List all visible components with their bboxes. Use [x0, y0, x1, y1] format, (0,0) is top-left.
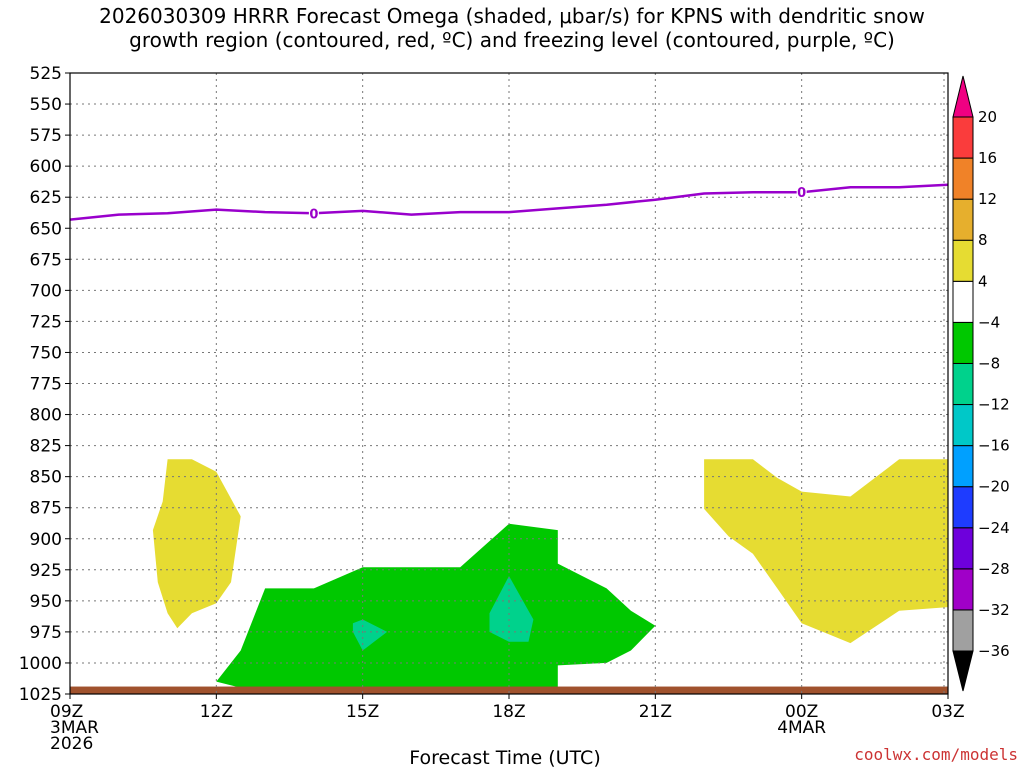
y-tick-label-625: 625 — [30, 188, 62, 208]
omega-region-3 — [352, 619, 388, 651]
colorbar-arrow-high — [952, 75, 974, 118]
colorbar-box-2 — [952, 527, 974, 570]
y-tick-label-925: 925 — [30, 561, 62, 581]
colorbar-label-10: 8 — [978, 231, 988, 249]
y-tick-label-600: 600 — [30, 157, 62, 177]
y-tick-label-900: 900 — [30, 530, 62, 550]
x-tick-label-18-0: 03Z — [931, 702, 964, 722]
y-tick-label-950: 950 — [30, 592, 62, 612]
colorbar-label-0: −36 — [978, 642, 1010, 660]
omega-region-2 — [216, 523, 656, 688]
colorbar-label-12: 16 — [978, 149, 997, 167]
colorbar-box-6 — [952, 362, 974, 406]
colorbar-label-8: −4 — [978, 313, 1000, 331]
y-tick-label-525: 525 — [30, 64, 62, 84]
colorbar-box-5 — [952, 404, 974, 447]
y-tick-label-550: 550 — [30, 95, 62, 115]
terrain-fill — [70, 686, 948, 694]
y-tick-label-875: 875 — [30, 499, 62, 519]
x-tick-label-15-1: 4MAR — [777, 718, 826, 738]
y-tick-label-975: 975 — [30, 623, 62, 643]
y-axis-ticks: 525 550 575 600 625 650 675 700 725 750 775 800 825 8… — [19, 64, 70, 705]
colorbar-box-10 — [952, 198, 974, 241]
omega-region-1 — [704, 459, 948, 644]
colorbar-box-0 — [952, 609, 974, 652]
omega-colorbar: −36 −32 −28 −24 −20 −16 −12 −8 −4 4 8 12 16 20 — [952, 75, 1010, 692]
y-tick-label-825: 825 — [30, 437, 62, 457]
colorbar-box-4 — [952, 445, 974, 488]
colorbar-box-12 — [952, 116, 974, 159]
y-tick-label-850: 850 — [30, 468, 62, 488]
x-tick-label-9-0: 18Z — [492, 702, 525, 722]
x-tick-label-12-0: 21Z — [639, 702, 672, 722]
colorbar-box-8 — [952, 280, 974, 323]
freezing-level-label-0: 0 — [309, 207, 318, 222]
colorbar-box-1 — [952, 568, 974, 611]
y-tick-label-800: 800 — [30, 406, 62, 426]
colorbar-label-4: −20 — [978, 478, 1010, 496]
colorbar-label-3: −24 — [978, 519, 1010, 537]
grid-lines — [70, 73, 948, 694]
colorbar-box-11 — [952, 157, 974, 200]
x-tick-label-0-2: 2026 — [50, 734, 93, 754]
omega-shaded-regions — [152, 459, 948, 688]
x-tick-label-0-1: 3MAR — [50, 718, 99, 738]
omega-region-0 — [152, 459, 241, 629]
colorbar-arrow-low — [952, 650, 974, 692]
title-line-2: growth region (contoured, red, ºC) and f… — [129, 28, 895, 52]
chart-title: 2026030309 HRRR Forecast Omega (shaded, … — [0, 4, 1024, 52]
terrain-band — [70, 686, 948, 694]
y-tick-label-675: 675 — [30, 250, 62, 270]
colorbar-label-5: −16 — [978, 437, 1010, 455]
x-axis-label: Forecast Time (UTC) — [409, 747, 600, 768]
freezing-level-line — [69, 183, 949, 221]
colorbar-box-7 — [952, 321, 974, 364]
colorbar-label-1: −32 — [978, 601, 1010, 619]
freezing-level-contour: 00 — [69, 183, 949, 222]
y-tick-label-1025: 1025 — [19, 685, 62, 705]
title-line-1: 2026030309 HRRR Forecast Omega (shaded, … — [99, 4, 925, 28]
colorbar-label-2: −28 — [978, 560, 1010, 578]
colorbar-box-3 — [952, 486, 974, 529]
y-tick-label-700: 700 — [30, 281, 62, 301]
colorbar-label-6: −12 — [978, 396, 1010, 414]
x-tick-label-3-0: 12Z — [200, 702, 233, 722]
omega-region-4 — [489, 576, 534, 642]
y-tick-label-650: 650 — [30, 219, 62, 239]
y-tick-label-575: 575 — [30, 126, 62, 146]
credit-text: coolwx.com/models — [854, 745, 1018, 764]
freezing-level-label-bg-1 — [796, 185, 807, 200]
x-tick-label-0-0: 09Z — [50, 702, 83, 722]
freezing-level-label-bg-0 — [308, 206, 319, 221]
x-tick-label-15-0: 00Z — [785, 702, 818, 722]
colorbar-label-13: 20 — [978, 108, 997, 126]
colorbar-label-9: 4 — [978, 272, 988, 290]
y-tick-label-1000: 1000 — [19, 654, 62, 674]
freezing-level-label-1: 0 — [797, 186, 806, 201]
colorbar-label-7: −8 — [978, 354, 1000, 372]
y-tick-label-725: 725 — [30, 312, 62, 332]
colorbar-box-9 — [952, 239, 974, 282]
colorbar-label-11: 12 — [978, 190, 997, 208]
x-tick-label-6-0: 15Z — [346, 702, 379, 722]
y-tick-label-775: 775 — [30, 375, 62, 395]
y-tick-label-750: 750 — [30, 343, 62, 363]
